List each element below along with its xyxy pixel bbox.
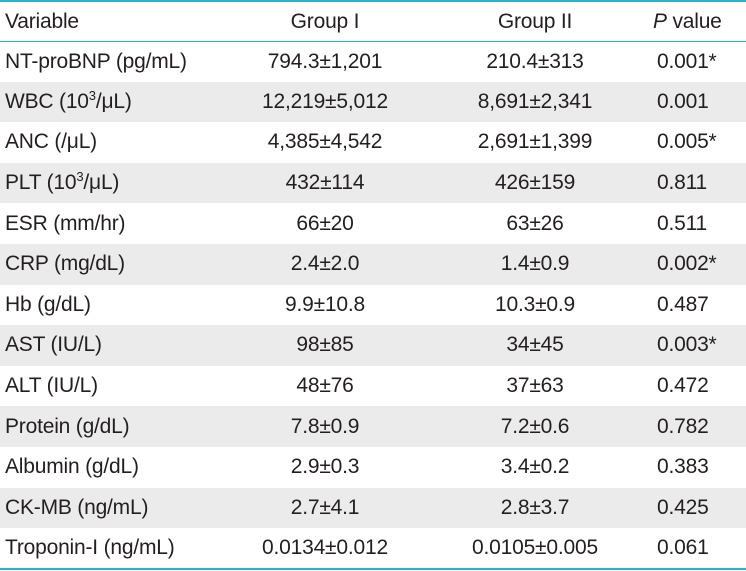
cell-group-1: 0.0134±0.012	[262, 535, 388, 559]
cell-group-2: 8,691±2,341	[477, 89, 593, 113]
cell-p-value: 0.425	[657, 495, 709, 519]
table-row: ESR (mm/hr) 66±20 63±26 0.511	[0, 203, 746, 244]
header-group-1: Group I	[290, 10, 360, 34]
variable-label: Hb (g/dL)	[5, 292, 91, 316]
cell-group-1: 66±20	[296, 211, 354, 235]
header-row: Variable Group I Group II P value	[0, 1, 746, 41]
variable-unit-suffix: /μL)	[95, 89, 132, 113]
variable-label: ESR (mm/hr)	[5, 211, 126, 235]
header-group-2: Group II	[497, 10, 573, 34]
table-row: ALT (IU/L) 48±76 37±63 0.472	[0, 366, 746, 407]
cell-p-value: 0.002*	[657, 252, 717, 276]
table-body: NT-proBNP (pg/mL) 794.3±1,201 210.4±313 0.0…	[0, 41, 746, 569]
cell-variable: ESR (mm/hr)	[0, 203, 225, 244]
cell-group-2: 37±63	[506, 374, 564, 398]
cell-group-1: 12,219±5,012	[262, 89, 388, 113]
cell-group-1: 2.7±4.1	[290, 495, 360, 519]
variable-superscript: 3	[88, 87, 96, 103]
cell-group-2: 10.3±0.9	[495, 292, 575, 316]
cell-group-1: 4,385±4,542	[267, 130, 383, 154]
cell-p-value: 0.001*	[657, 49, 717, 73]
cell-group-2: 7.2±0.6	[500, 414, 570, 438]
variable-label: NT-proBNP (pg/mL)	[5, 49, 187, 73]
variable-label: Troponin-I (ng/mL)	[5, 535, 175, 559]
variable-superscript: 3	[76, 169, 84, 185]
table-row: Protein (g/dL) 7.8±0.9 7.2±0.6 0.782	[0, 406, 746, 447]
cell-group-1: 7.8±0.9	[290, 414, 360, 438]
cell-p-value: 0.511	[657, 211, 707, 235]
cell-p-value: 0.472	[657, 374, 709, 398]
cell-p-value: 0.782	[657, 414, 709, 438]
cell-p-value: 0.383	[657, 455, 709, 479]
cell-group-2: 210.4±313	[486, 49, 584, 73]
table-row: AST (IU/L) 98±85 34±45 0.003*	[0, 325, 746, 366]
table-row: ANC (/μL) 4,385±4,542 2,691±1,399 0.005*	[0, 122, 746, 163]
variable-label: CK-MB (ng/mL)	[5, 495, 149, 519]
cell-variable: AST (IU/L)	[0, 325, 225, 366]
variable-label: PLT (10	[5, 171, 77, 195]
variable-label: AST (IU/L)	[5, 333, 102, 357]
table-row: WBC (103/μL) 12,219±5,012 8,691±2,341 0.001	[0, 81, 746, 123]
cell-variable: CK-MB (ng/mL)	[0, 488, 225, 529]
table-row: NT-proBNP (pg/mL) 794.3±1,201 210.4±313 0.0…	[0, 41, 746, 82]
cell-p-value: 0.001	[657, 89, 709, 113]
cell-variable: ALT (IU/L)	[0, 366, 225, 407]
cell-variable: ANC (/μL)	[0, 122, 225, 163]
variable-label: ALT (IU/L)	[5, 374, 98, 398]
cell-variable: Albumin (g/dL)	[0, 447, 225, 488]
cell-p-value: 0.003*	[657, 333, 717, 357]
cell-group-2: 2,691±1,399	[477, 130, 593, 154]
cell-group-2: 63±26	[506, 211, 564, 235]
variable-label: ANC (/μL)	[5, 130, 97, 154]
cell-group-1: 2.4±2.0	[290, 252, 360, 276]
cell-p-value: 0.061	[657, 535, 709, 559]
cell-variable: Protein (g/dL)	[0, 406, 225, 447]
cell-group-1: 2.9±0.3	[290, 455, 360, 479]
cell-group-1: 794.3±1,201	[267, 49, 383, 73]
header-p-rest: value	[666, 10, 722, 34]
table-header: Variable Group I Group II P value	[0, 1, 746, 41]
cell-variable: WBC (103/μL)	[0, 82, 225, 123]
cell-group-2: 2.8±3.7	[500, 495, 570, 519]
table-row: Troponin-I (ng/mL) 0.0134±0.012 0.0105±0.0…	[0, 528, 746, 569]
cell-group-2: 3.4±0.2	[500, 455, 570, 479]
table-row: Albumin (g/dL) 2.9±0.3 3.4±0.2 0.383	[0, 447, 746, 488]
cell-variable: NT-proBNP (pg/mL)	[0, 41, 225, 82]
header-p-value: P value	[645, 1, 746, 41]
table-row: CRP (mg/dL) 2.4±2.0 1.4±0.9 0.002*	[0, 243, 746, 285]
table-row: PLT (103/μL) 432±114 426±159 0.811	[0, 162, 746, 204]
variable-label: CRP (mg/dL)	[5, 252, 125, 276]
cell-variable: Hb (g/dL)	[0, 285, 225, 326]
cell-group-1: 48±76	[296, 374, 354, 398]
cell-p-value: 0.005*	[657, 130, 717, 154]
cell-group-2: 34±45	[506, 333, 564, 357]
header-p-italic: P	[653, 10, 667, 34]
cell-p-value: 0.487	[657, 292, 709, 316]
table-row: CK-MB (ng/mL) 2.7±4.1 2.8±3.7 0.425	[0, 487, 746, 529]
variable-label: Albumin (g/dL)	[5, 455, 139, 479]
cell-variable: CRP (mg/dL)	[0, 244, 225, 285]
variable-label: WBC (10	[5, 89, 89, 113]
variable-unit-suffix: /μL)	[83, 171, 120, 195]
cell-group-2: 426±159	[494, 171, 576, 195]
cell-group-2: 0.0105±0.005	[472, 535, 598, 559]
cell-p-value: 0.811	[657, 171, 707, 195]
variable-label: Protein (g/dL)	[5, 414, 130, 438]
cell-variable: PLT (103/μL)	[0, 163, 225, 204]
table-row: Hb (g/dL) 9.9±10.8 10.3±0.9 0.487	[0, 285, 746, 326]
cell-variable: Troponin-I (ng/mL)	[0, 528, 225, 569]
header-variable: Variable	[5, 10, 79, 34]
cell-group-1: 9.9±10.8	[285, 292, 365, 316]
cell-group-1: 98±85	[296, 333, 354, 357]
cell-group-2: 1.4±0.9	[500, 252, 570, 276]
cell-group-1: 432±114	[285, 171, 365, 195]
